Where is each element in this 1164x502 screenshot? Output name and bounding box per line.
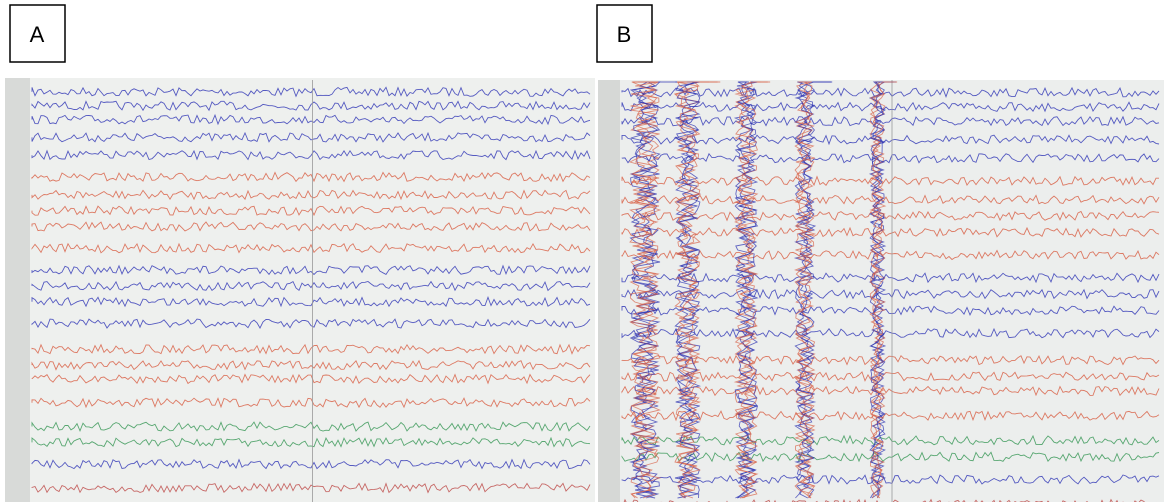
artifact bbox=[868, 81, 887, 499]
panel-label: A bbox=[30, 22, 45, 47]
artifact bbox=[734, 81, 760, 499]
eeg-trace bbox=[31, 482, 591, 494]
artifact bbox=[674, 81, 721, 499]
eeg-trace bbox=[31, 318, 591, 329]
eeg-trace bbox=[31, 242, 591, 254]
artifact bbox=[734, 81, 768, 499]
traces bbox=[31, 80, 1160, 502]
eeg-photo bbox=[5, 78, 595, 502]
eeg-trace bbox=[31, 205, 591, 217]
artifact bbox=[628, 81, 661, 499]
channel-column bbox=[598, 80, 620, 502]
panel-label: B bbox=[617, 22, 632, 47]
artifact bbox=[629, 81, 661, 499]
eeg-trace bbox=[31, 149, 591, 161]
eeg-trace bbox=[621, 354, 1160, 366]
eeg-trace bbox=[31, 373, 591, 385]
eeg-trace bbox=[621, 288, 1160, 300]
eeg-trace bbox=[621, 226, 1160, 238]
artifact bbox=[793, 81, 816, 499]
eeg-trace bbox=[621, 115, 1160, 127]
eeg-trace bbox=[621, 410, 1160, 422]
eeg-trace bbox=[31, 359, 591, 371]
eeg-trace bbox=[621, 249, 1160, 261]
label-box bbox=[9, 4, 66, 63]
eeg-trace bbox=[31, 113, 591, 126]
eeg-trace bbox=[31, 131, 591, 143]
channel-column bbox=[5, 78, 30, 502]
eeg-trace bbox=[31, 189, 591, 201]
eeg-trace bbox=[31, 343, 591, 355]
artifact bbox=[794, 81, 832, 499]
eeg-trace bbox=[621, 434, 1160, 446]
eeg-trace bbox=[621, 272, 1160, 284]
eeg-trace bbox=[31, 295, 591, 308]
eeg-trace bbox=[31, 397, 591, 409]
label-box bbox=[596, 4, 653, 63]
eeg-trace bbox=[31, 421, 591, 432]
eeg-trace bbox=[31, 458, 591, 470]
eeg-trace bbox=[31, 264, 591, 276]
artifact bbox=[673, 81, 718, 499]
eeg-trace bbox=[621, 175, 1159, 187]
eeg-trace bbox=[31, 436, 591, 448]
artifact bbox=[733, 81, 759, 499]
eeg-trace bbox=[621, 152, 1160, 164]
eeg-trace bbox=[31, 86, 591, 98]
artifact bbox=[733, 81, 761, 499]
eeg-trace bbox=[621, 101, 1160, 113]
eeg-trace bbox=[31, 221, 591, 232]
eeg-trace bbox=[621, 210, 1160, 222]
artifact bbox=[794, 81, 816, 499]
eeg-trace bbox=[621, 305, 1160, 317]
artifact bbox=[794, 81, 817, 499]
eeg-trace bbox=[621, 134, 1160, 146]
eeg-trace bbox=[31, 171, 591, 183]
artifact bbox=[869, 81, 898, 499]
eeg-trace bbox=[621, 474, 1160, 485]
eeg-trace bbox=[621, 86, 1160, 99]
eeg-trace bbox=[621, 370, 1160, 383]
eeg-trace bbox=[31, 100, 591, 112]
eeg-trace bbox=[31, 280, 591, 292]
artifact bbox=[868, 81, 894, 499]
eeg-trace bbox=[621, 451, 1160, 463]
eeg-trace bbox=[621, 385, 1160, 397]
eeg-trace bbox=[621, 327, 1160, 339]
eeg-trace bbox=[621, 194, 1160, 205]
